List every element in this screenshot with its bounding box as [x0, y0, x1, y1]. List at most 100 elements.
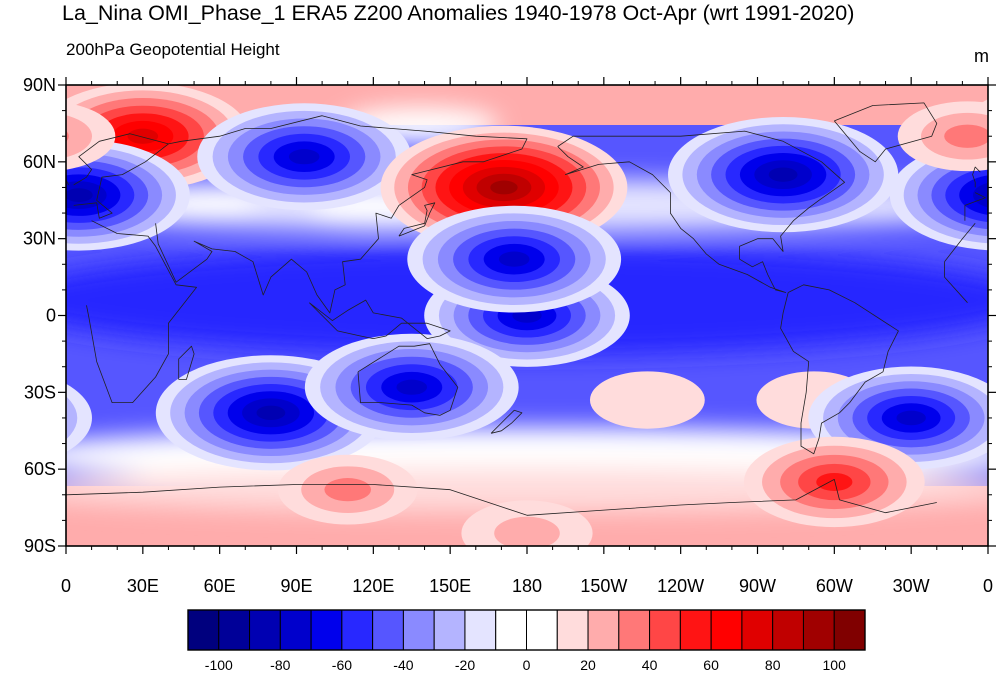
coastline-britain: [972, 166, 981, 188]
anomaly-west-atlantic-low-level: [66, 188, 93, 203]
anomaly-south-indian-ocean-low-level: [256, 405, 286, 421]
x-tick-label: 90E: [280, 576, 312, 596]
colorbar-swatch: [433, 609, 466, 651]
anomaly-south-atlantic-low-level: [66, 383, 92, 453]
anomaly-greenland-high-level: [944, 124, 988, 148]
anomaly-greenland-high: [897, 101, 988, 172]
colorbar-swatch: [833, 609, 866, 651]
colorbar-swatch: [772, 609, 804, 651]
coastline-africa: [944, 261, 968, 303]
colorbar-label: 40: [642, 657, 658, 673]
coastline-europe: [73, 133, 169, 219]
colorbar-swatch: [464, 609, 497, 651]
x-tick-label: 0: [983, 576, 993, 596]
colorbar-swatch: [526, 609, 558, 651]
colorbar-swatch: [495, 609, 528, 651]
coastline-australia: [357, 343, 459, 416]
colorbar-label: 80: [765, 657, 781, 673]
coastline-south-america: [780, 284, 899, 455]
colorbar-swatch: [187, 609, 220, 651]
anomaly-tropical-central-pacific-low: [407, 205, 622, 313]
coastline-madagascar: [178, 345, 195, 380]
anomaly-canada-low-level: [768, 167, 798, 182]
anomaly-antarctic-high: [461, 500, 593, 546]
colorbar-swatch: [741, 609, 774, 651]
coastline-antarctica: [66, 484, 528, 516]
anomaly-tropical-central-pacific-low-level: [498, 251, 530, 267]
colorbar-swatch: [218, 609, 251, 651]
anomaly-west-atlantic-low: [66, 139, 190, 251]
anomaly-south-pacific-high: [589, 371, 705, 429]
colorbar-swatch: [279, 609, 312, 651]
y-tick-label: 60N: [23, 152, 56, 172]
colorbar-swatch: [802, 609, 835, 651]
coastline-asia: [155, 115, 528, 314]
anomaly-south-atlantic-low-level: [66, 396, 78, 440]
coastline-north-america: [557, 130, 845, 293]
units-label: m: [974, 46, 989, 66]
coastline-europe: [964, 192, 986, 221]
colorbar-label: -40: [393, 657, 413, 673]
anomaly-south-atlantic-low-wrap: [0, 383, 92, 453]
y-tick-label: 60S: [24, 459, 56, 479]
coastline-new-zealand: [490, 409, 523, 434]
y-tick-label: 90S: [24, 536, 56, 556]
anomaly-drake-passage-high: [743, 436, 925, 528]
anomaly-south-atlantic-low-level: [896, 410, 926, 426]
colorbar-swatch: [618, 609, 651, 651]
anomaly-greenland-high-wrap: [66, 102, 116, 170]
anomaly-south-pacific-high-level: [589, 371, 705, 429]
anomaly-southern-ocean-high: [277, 454, 418, 525]
anomaly-north-asia-low-level: [288, 149, 320, 165]
anomaly-north-asia-low: [197, 103, 412, 211]
map-plot-area: [0, 85, 988, 546]
colorbar-swatch: [556, 609, 589, 651]
anomaly-greenland-high-level: [66, 115, 92, 158]
x-tick-label: 30E: [127, 576, 159, 596]
colorbar-swatch: [710, 609, 743, 651]
colorbar-label: -80: [270, 657, 290, 673]
coastline-antarctica: [526, 478, 937, 516]
x-tick-label: 90W: [739, 576, 776, 596]
anomaly-south-atlantic-low-level: [0, 411, 4, 426]
colorbar-label: -20: [455, 657, 475, 673]
x-tick-label: 120W: [657, 576, 704, 596]
coastline-japan: [398, 202, 436, 237]
colorbar-label: 20: [580, 657, 596, 673]
colorbar-swatch: [372, 609, 404, 651]
colorbar-swatch: [310, 609, 343, 651]
anomaly-south-atlantic-low-level: [0, 403, 19, 432]
y-tick-label: 30N: [23, 229, 56, 249]
colorbar-label: -60: [332, 657, 352, 673]
coastlines: [66, 102, 986, 516]
colorbar-label: 60: [703, 657, 719, 673]
colorbar-swatch: [341, 609, 374, 651]
colorbar-label: 0: [523, 657, 531, 673]
x-tick-label: 180: [512, 576, 542, 596]
anomaly-australia-low-level: [396, 379, 428, 395]
anomaly-australia-low: [304, 333, 519, 441]
anomaly-greenland-high-level: [66, 130, 69, 142]
coastline-greenland: [833, 102, 938, 163]
left-subtitle: 200hPa Geopotential Height: [66, 40, 280, 59]
x-tick-label: 60E: [204, 576, 236, 596]
x-tick-label: 60W: [816, 576, 853, 596]
chart-title: La_Nina OMI_Phase_1 ERA5 Z200 Anomalies …: [62, 1, 855, 25]
x-tick-label: 150W: [580, 576, 627, 596]
y-tick-label: 30S: [24, 382, 56, 402]
y-tick-label: 0: [46, 306, 56, 326]
colorbar: -100 -80 -60 -40 -20 0 20 40 60 80 100: [187, 609, 866, 673]
y-tick-label: 90N: [23, 75, 56, 95]
colorbar-swatch: [649, 609, 681, 651]
x-tick-label: 30W: [893, 576, 930, 596]
x-tick-label: 0: [61, 576, 71, 596]
colorbar-swatch: [679, 609, 712, 651]
anomaly-contours: [0, 85, 988, 546]
anomaly-southern-ocean-high-level: [324, 478, 372, 502]
anomaly-north-atlantic-europe-high-level: [127, 128, 159, 144]
colorbar-swatch: [402, 609, 435, 651]
anomaly-west-atlantic-low-level: [986, 192, 988, 198]
colorbar-swatch: [249, 609, 281, 651]
